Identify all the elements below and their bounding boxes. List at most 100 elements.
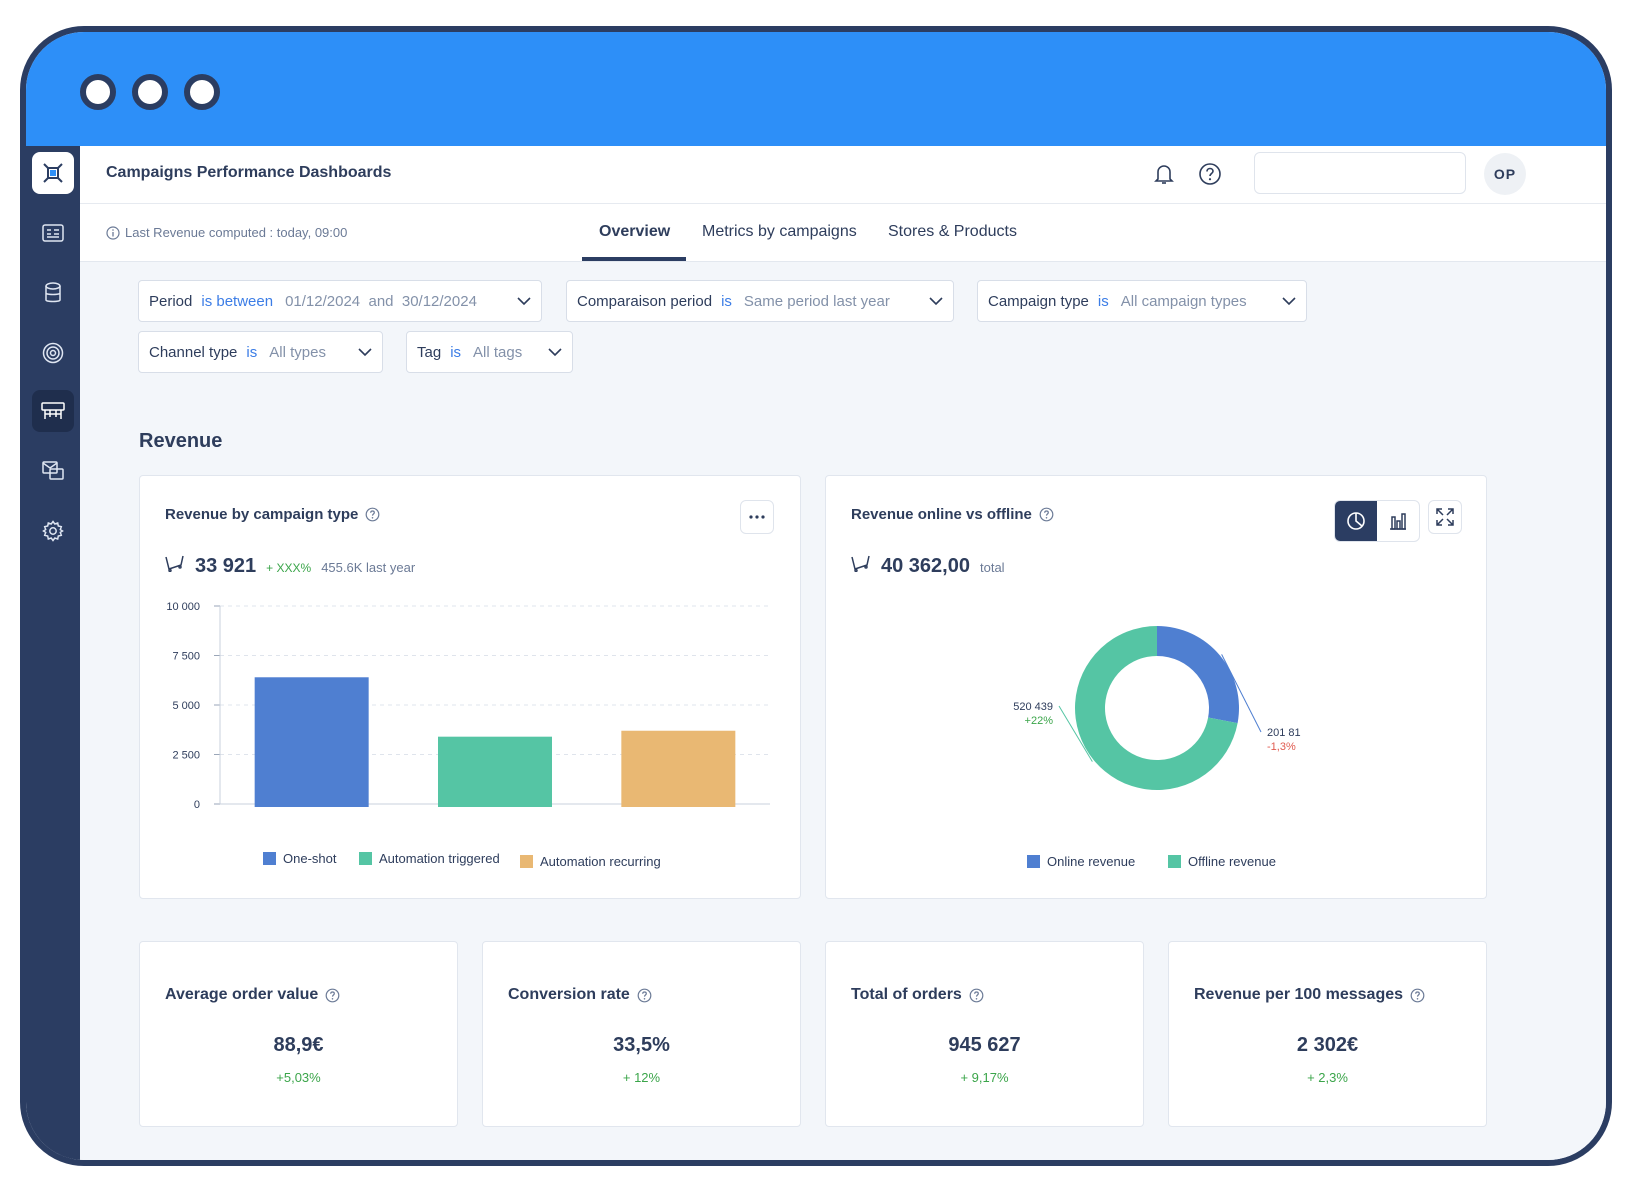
kpi-title: Conversion rate — [508, 986, 652, 1004]
filter-operator: is — [246, 343, 258, 361]
online-offline-total-row: 40 362,00 total — [851, 554, 1005, 578]
filter-value: 01/12/2024 and 30/12/2024 — [285, 292, 477, 310]
legend-online-revenue: Online revenue — [1027, 854, 1135, 869]
window-frame: Campaigns Performance Dashboards OP Last… — [20, 26, 1612, 1166]
filter-period[interactable]: Period is between 01/12/2024 and 30/12/2… — [138, 280, 542, 322]
chart-type-toggle — [1334, 500, 1420, 542]
kpi-title: Total of orders — [851, 986, 984, 1004]
bar-one-shot — [254, 677, 369, 807]
bell-icon[interactable] — [1150, 160, 1178, 188]
filter-campaign-type[interactable]: Campaign type is All campaign types — [977, 280, 1307, 322]
dashboard-icon[interactable] — [32, 212, 74, 254]
campaigns-icon[interactable] — [32, 390, 74, 432]
kpi-delta: + 12% — [622, 1070, 661, 1085]
legend-swatch — [263, 852, 276, 865]
kpi-delta: + 2,3% — [1307, 1070, 1348, 1085]
help-icon[interactable] — [637, 988, 652, 1003]
tab-stores-products[interactable]: Stores & Products — [888, 223, 1017, 240]
cart-icon — [165, 555, 184, 572]
filter-key: Campaign type — [988, 292, 1089, 310]
filter-operator: is — [721, 292, 732, 310]
y-tick-label: 0 — [194, 799, 200, 811]
help-icon[interactable] — [1196, 160, 1224, 188]
kpi-title-text: Average order value — [165, 986, 319, 1003]
kpi-delta: +5,03% — [276, 1070, 321, 1085]
more-icon — [749, 515, 765, 519]
y-tick-label: 7 500 — [172, 651, 200, 663]
data-label-value: 201 81 — [1267, 727, 1301, 739]
slice-online-revenue — [1157, 626, 1239, 724]
help-icon[interactable] — [1410, 988, 1425, 1003]
filter-key: Comparaison period — [577, 292, 713, 310]
slice-offline-revenue — [1075, 626, 1238, 790]
revenue-last-year: 455.6K last year — [321, 560, 416, 575]
filter-operator: is — [1097, 292, 1109, 310]
revenue-total-value: 33 921 — [195, 555, 257, 577]
legend-swatch — [359, 852, 372, 865]
sub-header: Last Revenue computed : today, 09:00 Ove… — [80, 204, 1606, 262]
chevron-down-icon — [548, 347, 562, 357]
kpi-value: 945 627 — [948, 1034, 1021, 1056]
data-label-delta: -1,3% — [1267, 741, 1296, 753]
last-revenue-status: Last Revenue computed : today, 09:00 — [106, 225, 347, 240]
chevron-down-icon — [1282, 296, 1296, 306]
search-input[interactable] — [1254, 152, 1466, 194]
legend-label: Offline revenue — [1188, 854, 1276, 869]
logo-icon[interactable] — [32, 152, 74, 194]
legend-automation-triggered: Automation triggered — [359, 851, 500, 866]
revenue-online-offline-card: Revenue online vs offline 40 362,00 tota… — [825, 475, 1487, 899]
help-icon[interactable] — [325, 988, 340, 1003]
filter-key: Period — [149, 292, 193, 310]
chevron-down-icon — [517, 296, 531, 306]
help-icon[interactable] — [365, 507, 380, 522]
online-offline-total-value: 40 362,00 — [881, 555, 970, 577]
kpi-title-text: Revenue per 100 messages — [1194, 986, 1404, 1003]
settings-icon[interactable] — [32, 510, 74, 552]
data-label-value: 520 439 — [1013, 701, 1053, 713]
bar-automation-triggered — [438, 736, 552, 807]
online-offline-total-label: total — [979, 560, 1005, 575]
filter-operator: is between — [201, 292, 274, 310]
window-dot-minimize[interactable] — [132, 74, 168, 110]
legend-swatch — [1027, 855, 1040, 868]
kpi-value: 33,5% — [613, 1034, 670, 1056]
expand-button[interactable] — [1428, 500, 1462, 534]
target-icon[interactable] — [32, 332, 74, 374]
bar-view-button[interactable] — [1377, 501, 1419, 541]
top-header: Campaigns Performance Dashboards OP — [80, 146, 1606, 204]
filter-tag[interactable]: Tag is All tags — [406, 331, 573, 373]
help-icon[interactable] — [1039, 507, 1054, 522]
legend-label: Automation recurring — [540, 854, 661, 869]
tab-overview[interactable]: Overview — [599, 223, 671, 240]
sidebar — [26, 146, 80, 1160]
kpi-title: Revenue per 100 messages — [1194, 986, 1425, 1004]
messages-icon[interactable] — [32, 450, 74, 492]
filter-value: All tags — [473, 343, 523, 361]
more-options-button[interactable] — [740, 500, 774, 534]
kpi-card-average-order-value: Average order value 88,9€ +5,03% — [139, 941, 458, 1127]
data-label-leader — [1058, 705, 1093, 762]
bar-chart: 10 000 7 500 5 000 2 500 0 — [166, 601, 770, 811]
y-tick-label: 10 000 — [166, 601, 200, 613]
kpi-title-text: Conversion rate — [508, 986, 630, 1003]
window-dot-close[interactable] — [80, 74, 116, 110]
chevron-down-icon — [358, 347, 372, 357]
tab-metrics-by-campaigns[interactable]: Metrics by campaigns — [702, 223, 857, 240]
help-icon[interactable] — [969, 988, 984, 1003]
window-dot-maximize[interactable] — [184, 74, 220, 110]
filter-channel-type[interactable]: Channel type is All types — [138, 331, 383, 373]
legend-automation-recurring: Automation recurring — [520, 854, 661, 869]
data-label-leader — [1221, 654, 1262, 733]
data-label-delta: +22% — [1025, 715, 1054, 727]
filter-comparison-period[interactable]: Comparaison period is Same period last y… — [566, 280, 954, 322]
legend-label: Automation triggered — [379, 851, 500, 866]
kpi-title: Average order value — [165, 986, 340, 1004]
kpi-value: 88,9€ — [273, 1034, 324, 1056]
kpi-card-revenue-per-100-messages: Revenue per 100 messages 2 302€ + 2,3% — [1168, 941, 1487, 1127]
pie-view-button[interactable] — [1335, 501, 1377, 541]
avatar[interactable]: OP — [1484, 153, 1526, 195]
legend-swatch — [1168, 855, 1181, 868]
chevron-down-icon — [929, 296, 943, 306]
filter-value: Same period last year — [743, 292, 890, 310]
database-icon[interactable] — [32, 272, 74, 314]
